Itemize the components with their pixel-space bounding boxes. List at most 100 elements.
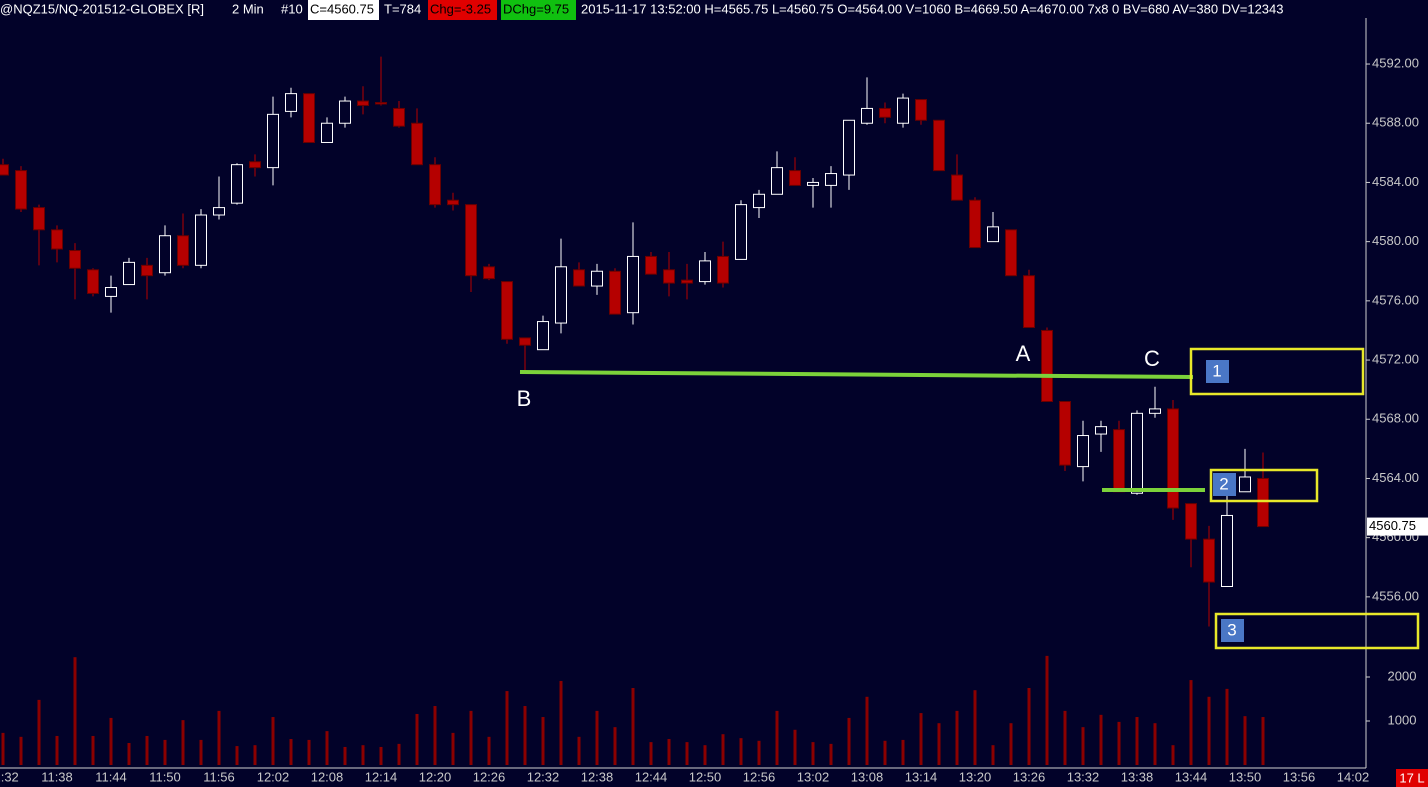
- volume-bar: [577, 736, 581, 765]
- volume-bar: [1153, 723, 1157, 765]
- x-tick-label: 12:14: [365, 769, 398, 784]
- x-tick-label: 13:26: [1013, 769, 1046, 784]
- candle-body: [1041, 329, 1053, 402]
- candle-body: [951, 174, 963, 201]
- volume-bar: [739, 738, 743, 765]
- candle-body: [141, 264, 153, 277]
- x-tick-label: 11:32: [0, 769, 19, 784]
- annotation: B: [517, 386, 532, 411]
- volume-bar: [847, 717, 851, 765]
- candle-body: [321, 122, 333, 143]
- candle-body: [645, 255, 657, 275]
- candle-body: [429, 164, 441, 206]
- candle-body: [339, 100, 351, 124]
- y-tick-label: 4592.00: [1372, 55, 1419, 70]
- x-tick-label: 12:44: [635, 769, 668, 784]
- volume-bar: [757, 740, 761, 765]
- y-tick-label: 4584.00: [1372, 174, 1419, 189]
- x-tick-label: 13:44: [1175, 769, 1208, 784]
- volume-bar: [1189, 680, 1193, 765]
- close-text: C=4560.75: [310, 1, 374, 16]
- candle-body: [483, 266, 495, 280]
- zone-label: 2: [1219, 474, 1228, 493]
- volume-bar: [397, 743, 401, 765]
- volume-bar: [73, 657, 77, 765]
- candle-body: [843, 119, 855, 176]
- volume-bar: [235, 746, 239, 765]
- candle-body: [51, 229, 63, 250]
- x-tick-label: 13:38: [1121, 769, 1154, 784]
- y-tick-label: 4564.00: [1372, 470, 1419, 485]
- volume-bar: [1243, 716, 1247, 765]
- candle-body: [681, 279, 693, 284]
- volume-bar: [865, 696, 869, 765]
- candle-body: [807, 181, 819, 186]
- candle-body: [915, 99, 927, 121]
- candle-body: [447, 199, 459, 206]
- x-tick-label: 13:56: [1283, 769, 1316, 784]
- volume-bar: [937, 723, 941, 765]
- volume-bar: [181, 720, 185, 765]
- volume-bar: [253, 745, 257, 765]
- volume-bar: [631, 687, 635, 765]
- candle-body: [789, 170, 801, 186]
- volume-bar: [1261, 717, 1265, 765]
- volume-bar: [1081, 727, 1085, 765]
- volume-bar: [1099, 714, 1103, 765]
- x-tick-label: 12:50: [689, 769, 722, 784]
- candle-body: [357, 100, 369, 106]
- candle-body: [285, 93, 297, 112]
- candle-body: [987, 226, 999, 243]
- volume-bar: [1207, 696, 1211, 765]
- candle-body: [1221, 514, 1233, 588]
- candle-body: [771, 167, 783, 195]
- zone-box: [1209, 468, 1319, 503]
- x-tick-label: 13:20: [959, 769, 992, 784]
- candle-body: [969, 199, 981, 249]
- candle-body: [15, 170, 27, 210]
- volume-bar: [793, 729, 797, 765]
- candle-body: [1149, 408, 1161, 414]
- candle-body: [33, 207, 45, 231]
- volume-bar: [1135, 717, 1139, 765]
- interval: 2 Min: [232, 1, 264, 16]
- volume-bar: [91, 735, 95, 765]
- candle-body: [1005, 229, 1017, 277]
- last-price: 4560.75: [1369, 518, 1416, 533]
- volume-bar: [289, 739, 293, 765]
- volume-bar: [829, 743, 833, 765]
- volume-bar: [703, 745, 707, 765]
- candle-body: [1257, 477, 1269, 528]
- volume-bar: [505, 691, 509, 765]
- x-tick-label: 12:02: [257, 769, 290, 784]
- candle-body: [735, 204, 747, 260]
- candle-body: [1185, 503, 1197, 540]
- candle-body: [501, 281, 513, 340]
- volume-bar: [415, 713, 419, 765]
- x-tick-label: 11:50: [149, 769, 181, 784]
- y-tick-label: 4580.00: [1372, 233, 1419, 248]
- volume-bar: [163, 739, 167, 765]
- volume-bar: [1063, 710, 1067, 765]
- x-tick-label: 12:56: [743, 769, 776, 784]
- candle-body: [0, 164, 9, 176]
- x-tick-label: 13:02: [797, 769, 830, 784]
- volume-bar: [271, 717, 275, 765]
- volume-bar: [595, 710, 599, 765]
- candle-body: [1203, 538, 1215, 583]
- volume-bar: [991, 745, 995, 765]
- candle-body: [825, 173, 837, 186]
- volume-tick-label: 2000: [1388, 668, 1417, 683]
- status-box: [1396, 769, 1428, 787]
- candle-body: [897, 97, 909, 124]
- zone-badge: [1221, 619, 1244, 642]
- volume-bar: [1171, 745, 1175, 765]
- zone-label: 3: [1227, 620, 1236, 639]
- volume-bar: [19, 736, 23, 765]
- volume-bar: [883, 740, 887, 765]
- day-change-box: [501, 0, 576, 20]
- candle-body: [69, 250, 81, 269]
- x-tick-label: 12:38: [581, 769, 614, 784]
- x-tick-label: 11:38: [41, 769, 73, 784]
